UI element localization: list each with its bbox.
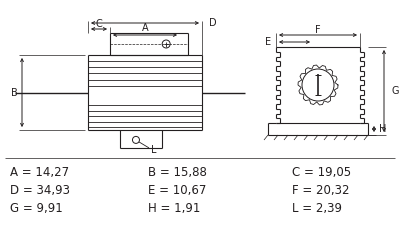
Text: F = 20,32: F = 20,32	[292, 184, 350, 196]
Text: L = 2,39: L = 2,39	[292, 201, 342, 214]
Text: D = 34,93: D = 34,93	[10, 184, 70, 196]
Text: C = 19,05: C = 19,05	[292, 166, 351, 179]
Text: C: C	[96, 19, 102, 29]
Text: G = 9,91: G = 9,91	[10, 201, 63, 214]
Text: E = 10,67: E = 10,67	[148, 184, 206, 196]
Text: H: H	[379, 124, 386, 134]
Text: D: D	[209, 18, 217, 28]
Text: E: E	[265, 37, 271, 47]
Text: L: L	[151, 145, 156, 155]
Text: B: B	[11, 87, 17, 98]
Text: G: G	[391, 86, 398, 96]
Text: F: F	[315, 25, 321, 35]
Text: B = 15,88: B = 15,88	[148, 166, 207, 179]
Text: A: A	[142, 23, 148, 33]
Text: A = 14,27: A = 14,27	[10, 166, 69, 179]
Text: H = 1,91: H = 1,91	[148, 201, 200, 214]
